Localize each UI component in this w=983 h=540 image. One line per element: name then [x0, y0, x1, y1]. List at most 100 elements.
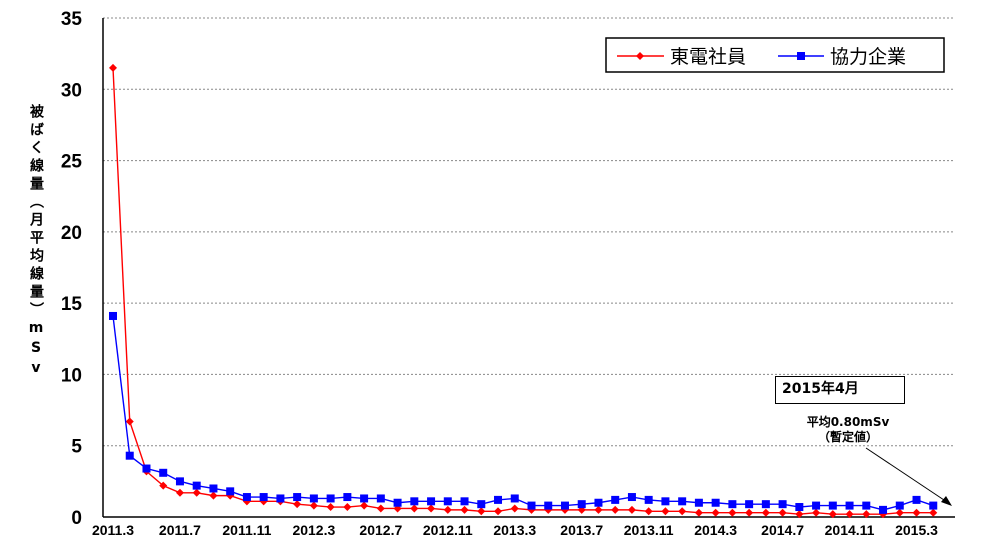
x-tick-label: 2011.7 [159, 522, 201, 538]
annotation-text: 平均0.80mSv （暫定値） [778, 415, 918, 445]
legend-label-tepco: 東電社員 [670, 46, 746, 68]
data-point [309, 501, 318, 510]
data-point [828, 501, 837, 510]
data-point [862, 510, 871, 519]
data-point [192, 481, 201, 490]
data-point [510, 504, 519, 513]
data-point [694, 498, 703, 507]
legend: 東電社員 協力企業 [605, 37, 945, 73]
data-point [226, 487, 235, 496]
data-point [812, 501, 821, 510]
y-tick-label: 0 [71, 508, 82, 529]
data-point [209, 484, 218, 493]
y-tick-label: 5 [71, 437, 82, 458]
data-point [845, 501, 854, 510]
y-tick-label: 35 [61, 9, 83, 30]
x-tick-labels: 2011.3 2011.7 2011.11 2012.3 2012.7 2012.11 20… [92, 522, 938, 538]
legend-box [605, 37, 945, 73]
data-point [109, 311, 117, 320]
x-tick-label: 2015.3 [895, 522, 938, 538]
data-point [477, 507, 486, 516]
data-point [761, 508, 770, 517]
x-tick-label: 2012.11 [423, 522, 473, 538]
data-point [376, 494, 385, 503]
data-point [728, 508, 737, 517]
data-point [795, 510, 804, 519]
data-point [460, 505, 469, 514]
legend-marker-contractor [797, 52, 805, 60]
gridlines [103, 17, 955, 447]
data-point [494, 495, 503, 504]
data-point [828, 510, 837, 519]
data-point [527, 501, 536, 510]
data-point [711, 508, 720, 517]
x-tick-label: 2012.3 [292, 522, 335, 538]
data-point [393, 498, 402, 507]
data-point [745, 508, 754, 517]
data-point [293, 500, 302, 509]
data-point [745, 500, 754, 509]
data-point [594, 505, 603, 514]
data-point [326, 494, 335, 503]
x-tick-label: 2014.7 [761, 522, 804, 538]
data-point [343, 493, 352, 502]
data-point [326, 503, 335, 512]
data-point [560, 501, 569, 510]
data-point [544, 501, 553, 510]
series-tepco [109, 63, 938, 519]
y-axis-label: 被ばく線量（月平均線量）mSv [28, 104, 44, 380]
y-tick-label: 20 [61, 223, 82, 244]
data-point [711, 498, 720, 507]
data-point [142, 464, 151, 473]
data-point [879, 505, 888, 514]
data-point [209, 491, 218, 500]
annotation-provisional: （暫定値） [817, 430, 878, 444]
data-point [929, 508, 938, 517]
data-point [293, 493, 302, 502]
data-point [460, 497, 469, 506]
legend-marker-tepco [636, 52, 644, 60]
data-point [360, 494, 369, 503]
data-point [427, 504, 436, 513]
data-point [795, 503, 804, 512]
x-tick-label: 2013.3 [493, 522, 536, 538]
data-point [678, 497, 687, 506]
data-point [895, 508, 904, 517]
series-contractor [109, 311, 938, 514]
y-tick-label: 30 [61, 80, 82, 101]
data-point [175, 477, 184, 486]
x-tick-label: 2012.7 [359, 522, 402, 538]
data-point [109, 63, 117, 72]
annotation-average: 平均0.80mSv [806, 415, 890, 429]
data-point [912, 508, 921, 517]
data-point [577, 500, 586, 509]
data-point [510, 494, 519, 503]
x-tick-label: 2013.7 [560, 522, 603, 538]
x-tick-label: 2011.3 [92, 522, 134, 538]
data-point [276, 494, 285, 503]
data-point [694, 508, 703, 517]
data-point [443, 497, 452, 506]
y-tick-labels: 0 5 10 15 20 25 30 35 [61, 9, 83, 529]
data-point [410, 504, 419, 513]
data-point [912, 495, 921, 504]
x-tick-label: 2014.3 [694, 522, 737, 538]
x-tick-label: 2013.11 [624, 522, 674, 538]
data-point [661, 497, 670, 506]
data-point [611, 495, 620, 504]
series-line [112, 67, 934, 515]
data-point [778, 500, 787, 509]
data-point [678, 507, 687, 516]
data-point [812, 508, 821, 517]
data-point [125, 417, 134, 426]
data-point [360, 501, 369, 510]
data-point [175, 488, 184, 497]
data-point [309, 494, 318, 503]
data-point [728, 500, 737, 509]
data-point [343, 503, 352, 512]
x-tick-label: 2014.11 [825, 522, 875, 538]
data-point [661, 507, 670, 516]
annotation-box: 2015年4月 [775, 376, 905, 404]
data-point [862, 501, 871, 510]
